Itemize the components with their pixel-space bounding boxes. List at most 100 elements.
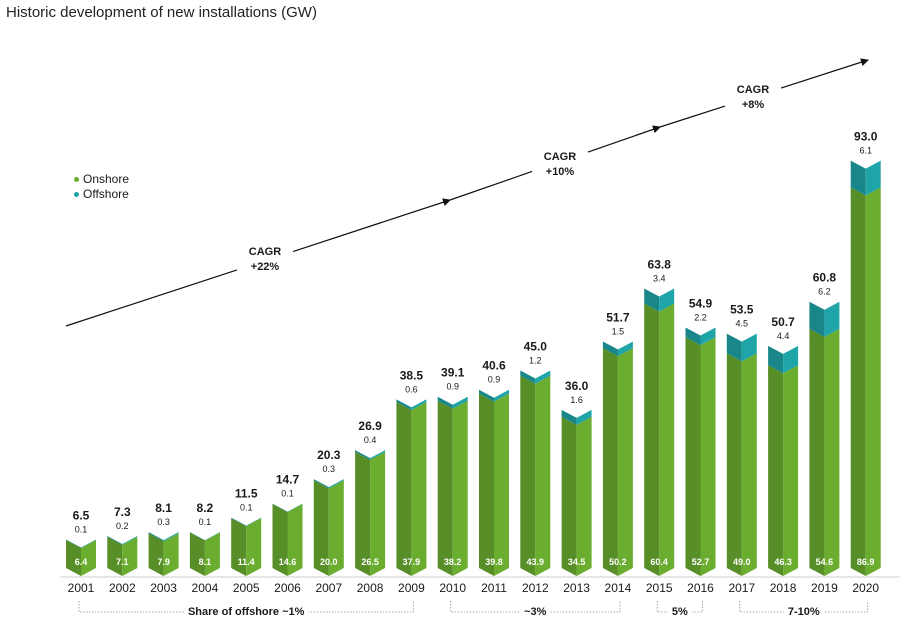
total-value-label: 36.0	[565, 379, 589, 393]
cagr-value: +8%	[742, 99, 765, 111]
onshore-bar-2004-right-face	[204, 532, 220, 576]
year-tick-label: 2007	[315, 581, 342, 595]
onshore-bar-2014-right-face	[617, 348, 633, 576]
onshore-bar-2014-left-face	[602, 348, 618, 576]
onshore-bar-2008-right-face	[370, 451, 386, 576]
share-bracket	[739, 601, 869, 613]
cagr-value: +10%	[546, 166, 575, 178]
year-tick-label: 2002	[109, 581, 136, 595]
offshore-bar-2004-right-face	[204, 532, 220, 541]
offshore-bar-2010-left-face	[437, 396, 453, 409]
total-value-label: 60.8	[813, 271, 837, 285]
offshore-bar-2020-right-face	[865, 160, 881, 196]
onshore-value-label: 7.9	[157, 557, 170, 567]
year-tick-label: 2009	[398, 581, 425, 595]
onshore-value-label: 60.4	[650, 557, 668, 567]
offshore-bar-2007-right-face	[328, 479, 344, 489]
onshore-value-label: 14.6	[279, 557, 297, 567]
total-value-label: 8.2	[197, 501, 214, 515]
offshore-value-label: 0.9	[446, 382, 459, 392]
offshore-bar-2008-left-face	[355, 450, 371, 460]
offshore-dot-icon	[74, 192, 79, 197]
onshore-value-label: 6.4	[75, 557, 88, 567]
onshore-value-label: 26.5	[361, 557, 379, 567]
offshore-value-label: 0.1	[281, 489, 294, 499]
legend-label-offshore: Offshore	[83, 187, 129, 201]
legend-item-onshore: Onshore	[74, 172, 129, 187]
offshore-bar-2001-left-face	[66, 539, 81, 548]
onshore-bar-2009-left-face	[396, 401, 412, 576]
offshore-bar-2016-right-face	[700, 327, 716, 346]
total-value-label: 11.5	[235, 487, 258, 501]
onshore-value-label: 38.2	[444, 557, 462, 567]
offshore-value-label: 0.1	[75, 525, 88, 535]
total-value-label: 54.9	[689, 297, 713, 311]
offshore-bar-2008-right-face	[370, 450, 386, 460]
offshore-value-label: 0.3	[157, 517, 170, 527]
year-tick-label: 2012	[522, 581, 549, 595]
onshore-bar-2010-left-face	[437, 400, 453, 576]
offshore-value-label: 0.6	[405, 384, 418, 394]
offshore-bar-2002-right-face	[122, 536, 138, 545]
offshore-value-label: 0.1	[199, 517, 212, 527]
offshore-value-label: 1.2	[529, 355, 542, 365]
legend: Onshore Offshore	[74, 172, 129, 202]
offshore-bar-2005-left-face	[231, 517, 247, 527]
cagr-trend-arrow	[780, 58, 869, 89]
total-value-label: 50.7	[771, 315, 795, 329]
onshore-bar-2005-left-face	[231, 518, 247, 576]
onshore-bar-2017-left-face	[726, 353, 742, 576]
total-value-label: 53.5	[730, 303, 754, 317]
total-value-label: 14.7	[276, 473, 300, 487]
onshore-value-label: 46.3	[774, 557, 792, 567]
offshore-bar-2002-left-face	[107, 536, 123, 545]
onshore-value-label: 49.0	[733, 557, 751, 567]
year-tick-label: 2005	[233, 581, 260, 595]
year-tick-label: 2018	[770, 581, 797, 595]
year-tick-label: 2019	[811, 581, 838, 595]
onshore-bar-2013-right-face	[576, 416, 592, 576]
total-value-label: 40.6	[482, 359, 506, 373]
offshore-bar-2012-left-face	[520, 370, 536, 384]
year-tick-label: 2020	[852, 581, 879, 595]
onshore-bar-2005-right-face	[246, 518, 262, 576]
share-label: 5%	[672, 606, 688, 618]
onshore-bar-2012-right-face	[535, 375, 551, 576]
offshore-bar-2004-left-face	[189, 532, 205, 541]
offshore-bar-2015-left-face	[644, 288, 660, 312]
onshore-bar-2006-right-face	[287, 504, 303, 576]
onshore-bar-2004-left-face	[189, 532, 205, 576]
share-label-bg	[520, 606, 551, 618]
offshore-bar-2006-right-face	[287, 503, 303, 513]
offshore-bar-2017-left-face	[726, 333, 742, 362]
onshore-dot-icon	[74, 177, 79, 182]
year-tick-label: 2013	[563, 581, 590, 595]
onshore-value-label: 54.6	[816, 557, 834, 567]
offshore-value-label: 6.1	[859, 146, 872, 156]
onshore-bar-2010-right-face	[452, 400, 468, 576]
year-tick-label: 2008	[357, 581, 384, 595]
total-value-label: 7.3	[114, 505, 131, 519]
onshore-bar-2001-right-face	[81, 539, 96, 576]
onshore-value-label: 52.7	[692, 557, 710, 567]
onshore-bar-2003-right-face	[163, 533, 179, 576]
onshore-bar-2012-left-face	[520, 375, 536, 576]
offshore-bar-2007-left-face	[313, 479, 329, 489]
total-value-label: 6.5	[73, 509, 90, 523]
onshore-bar-2017-right-face	[741, 353, 757, 576]
total-value-label: 51.7	[606, 311, 630, 325]
offshore-bar-2019-right-face	[824, 301, 840, 337]
year-tick-label: 2006	[274, 581, 301, 595]
onshore-value-label: 34.5	[568, 557, 586, 567]
total-value-label: 45.0	[524, 339, 548, 353]
total-value-label: 38.5	[400, 368, 424, 382]
cagr-trend-line	[65, 269, 238, 327]
onshore-bar-2001-left-face	[66, 539, 81, 576]
total-value-label: 39.1	[441, 366, 465, 380]
onshore-bar-2013-left-face	[561, 416, 577, 576]
legend-item-offshore: Offshore	[74, 187, 129, 202]
onshore-bar-2002-left-face	[107, 536, 123, 576]
cagr-value: +22%	[251, 261, 280, 273]
offshore-value-label: 0.2	[116, 521, 129, 531]
